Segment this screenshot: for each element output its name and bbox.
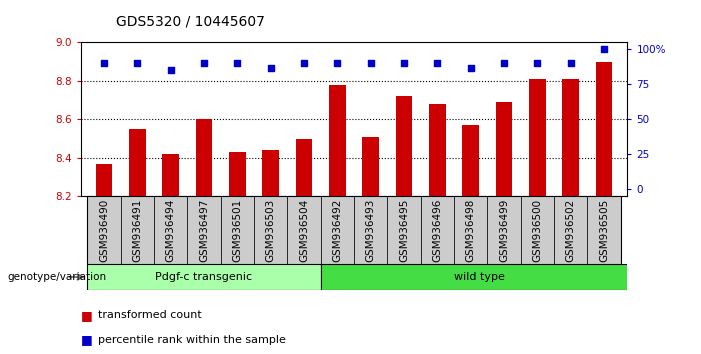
Bar: [388, 196, 421, 264]
Bar: [262, 150, 279, 196]
Text: GSM936492: GSM936492: [332, 198, 342, 262]
Bar: [429, 104, 446, 196]
Point: [465, 65, 476, 70]
Bar: [129, 129, 146, 196]
Bar: [196, 120, 212, 196]
Text: GSM936497: GSM936497: [199, 198, 209, 262]
Bar: [496, 102, 512, 196]
Text: transformed count: transformed count: [98, 310, 202, 320]
Point: [232, 61, 243, 66]
Bar: [254, 196, 287, 264]
Bar: [421, 196, 454, 264]
Bar: [229, 152, 245, 196]
Text: GSM936490: GSM936490: [99, 199, 109, 262]
Text: GSM936500: GSM936500: [532, 199, 543, 262]
Text: GSM936503: GSM936503: [266, 199, 275, 262]
Text: GSM936499: GSM936499: [499, 198, 509, 262]
Point: [299, 61, 310, 66]
Bar: [88, 264, 320, 290]
Point: [398, 61, 409, 66]
Bar: [362, 137, 379, 196]
Bar: [329, 85, 346, 196]
Bar: [121, 196, 154, 264]
Text: GDS5320 / 10445607: GDS5320 / 10445607: [116, 14, 264, 28]
Text: Pdgf-c transgenic: Pdgf-c transgenic: [156, 272, 252, 282]
Bar: [95, 164, 112, 196]
Text: GSM936505: GSM936505: [599, 199, 609, 262]
Text: genotype/variation: genotype/variation: [7, 272, 106, 282]
Bar: [287, 196, 320, 264]
Point: [565, 61, 576, 66]
Point: [365, 61, 376, 66]
Bar: [395, 96, 412, 196]
Point: [165, 68, 176, 73]
Text: GSM936501: GSM936501: [232, 199, 243, 262]
Point: [332, 61, 343, 66]
Bar: [554, 196, 587, 264]
Text: ■: ■: [81, 309, 93, 321]
Bar: [154, 196, 187, 264]
Bar: [562, 79, 579, 196]
Point: [98, 61, 109, 66]
Bar: [454, 196, 487, 264]
Bar: [320, 196, 354, 264]
Point: [265, 65, 276, 70]
Bar: [521, 196, 554, 264]
Text: GSM936493: GSM936493: [366, 198, 376, 262]
Bar: [354, 196, 388, 264]
Bar: [487, 196, 521, 264]
Text: GSM936498: GSM936498: [465, 198, 476, 262]
Point: [198, 61, 210, 66]
Text: GSM936495: GSM936495: [399, 198, 409, 262]
Point: [498, 61, 510, 66]
Point: [432, 61, 443, 66]
Point: [599, 47, 610, 52]
Text: GSM936491: GSM936491: [132, 198, 142, 262]
Bar: [463, 125, 479, 196]
Bar: [221, 196, 254, 264]
Bar: [163, 154, 179, 196]
Bar: [296, 139, 313, 196]
Text: ■: ■: [81, 333, 93, 346]
Bar: [529, 79, 545, 196]
Bar: [187, 196, 221, 264]
Text: percentile rank within the sample: percentile rank within the sample: [98, 335, 286, 345]
Text: wild type: wild type: [454, 272, 505, 282]
Bar: [88, 196, 121, 264]
Text: GSM936502: GSM936502: [566, 199, 576, 262]
Bar: [320, 264, 637, 290]
Bar: [596, 62, 613, 196]
Point: [132, 61, 143, 66]
Text: GSM936496: GSM936496: [433, 198, 442, 262]
Bar: [587, 196, 620, 264]
Text: GSM936494: GSM936494: [165, 198, 176, 262]
Point: [532, 61, 543, 66]
Text: GSM936504: GSM936504: [299, 199, 309, 262]
